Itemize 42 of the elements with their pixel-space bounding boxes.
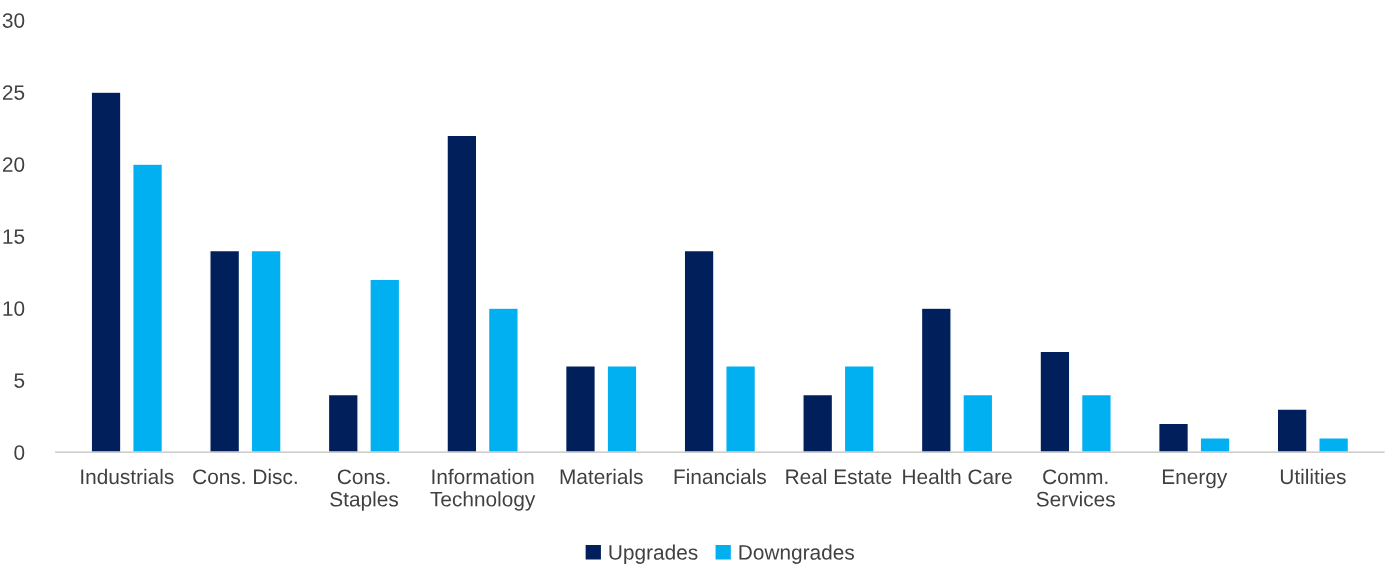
bar (446, 134, 478, 453)
y-tick-label: 20 (2, 157, 25, 172)
x-tick-label: Health Care (903, 468, 1012, 485)
bar (90, 91, 122, 453)
bar (209, 249, 241, 453)
bar (1157, 422, 1190, 453)
bar (725, 365, 757, 453)
bar (250, 249, 282, 453)
x-tick-label: Information Technology (430, 468, 536, 511)
bar (606, 365, 638, 453)
x-tick-label: Industrials (81, 468, 174, 485)
y-tick-label: 10 (3, 301, 25, 316)
bar (132, 163, 164, 453)
bar (1276, 408, 1308, 453)
bar (369, 278, 401, 453)
bar (1080, 393, 1112, 453)
bar (843, 365, 875, 453)
y-tick-label: 30 (2, 13, 25, 28)
y-tick-label: 5 (14, 373, 25, 388)
y-tick-label: 25 (2, 85, 25, 100)
bar (962, 393, 994, 453)
bar (1199, 437, 1231, 453)
bar (327, 393, 359, 453)
bar (487, 307, 519, 453)
bar (920, 307, 952, 453)
x-tick-label: Utilities (1280, 468, 1346, 485)
bar (564, 365, 596, 453)
bar (1318, 437, 1350, 453)
x-tick-label: Cons. Disc. (193, 468, 297, 485)
bar (683, 249, 715, 453)
x-tick-label: Real Estate (786, 468, 892, 485)
x-tick-label: Materials (560, 468, 643, 485)
bar (1039, 350, 1071, 453)
x-tick-label: Energy (1162, 469, 1228, 489)
x-tick-label: Cons. Staples (330, 469, 399, 511)
bar (802, 393, 834, 453)
legend-label: Downgrades (739, 544, 854, 564)
x-tick-label: Comm. Services (1036, 469, 1115, 507)
x-tick-label: Financials (674, 468, 766, 485)
legend-label: Upgrades (609, 544, 698, 564)
y-tick-label: 15 (3, 229, 25, 244)
y-tick-label: 0 (14, 445, 25, 460)
